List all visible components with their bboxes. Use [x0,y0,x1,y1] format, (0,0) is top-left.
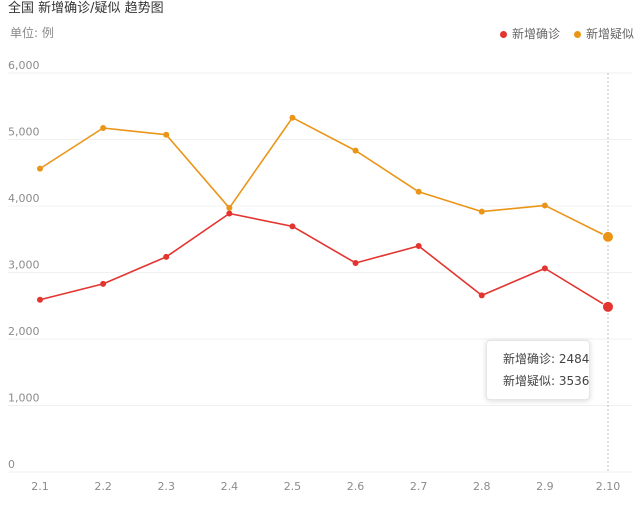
series-layer [37,114,614,313]
legend-label-confirmed: 新增确诊 [511,27,560,41]
data-point-1-2 [163,131,170,138]
legend-dot-confirmed [499,30,507,38]
grid-layer [8,72,632,473]
x-tick-label-7: 2.8 [473,480,491,493]
data-point-0-0 [37,296,43,303]
y-axis: 0 1,000 2,000 3,000 4,000 5,000 6,000 [8,59,40,471]
y-tick-label-5: 5,000 [8,126,40,139]
data-point-0-5 [352,259,359,266]
data-point-0-7 [478,292,485,299]
x-tick-label-8: 2.9 [536,480,554,493]
data-point-1-7 [478,208,485,215]
y-tick-label-6: 6,000 [8,59,40,72]
legend-item-suspected[interactable]: 新增疑似 [573,26,634,42]
x-axis: 2.1 2.2 2.3 2.4 2.5 2.6 2.7 2.8 2.9 2.10 [31,480,620,493]
x-tick-label-1: 2.2 [94,480,112,493]
chart-title: 全国 新增确诊/疑似 趋势图 [8,1,164,16]
data-point-1-1 [100,124,107,131]
data-point-0-6 [415,242,422,249]
x-tick-label-6: 2.7 [410,480,428,493]
tooltip-text-suspected: 新增疑似: 3536 [503,374,590,388]
y-tick-label-0: 0 [8,458,15,471]
data-point-1-5 [352,147,359,154]
data-point-1-3 [226,204,233,211]
tooltip: 新增确诊: 2484 新增疑似: 3536 [486,340,590,400]
y-tick-label-3: 3,000 [8,259,40,272]
y-tick-label-4: 4,000 [8,192,40,205]
unit-label: 单位: 例 [10,26,54,40]
data-point-0-4 [289,223,296,230]
data-point-1-4 [289,114,296,121]
series-line-0 [39,212,609,308]
y-tick-label-1: 1,000 [8,392,40,405]
y-tick-label-2: 2,000 [8,325,40,338]
x-tick-label-9: 2.10 [596,480,621,493]
data-point-1-6 [415,188,422,195]
data-point-1-8 [541,202,548,209]
x-tick-label-3: 2.4 [221,480,239,493]
data-point-0-3 [226,210,233,217]
legend-item-confirmed[interactable]: 新增确诊 [499,26,560,42]
x-tick-label-5: 2.6 [347,480,365,493]
x-tick-label-4: 2.5 [284,480,302,493]
tooltip-row-suspected: 新增疑似: 3536 [497,370,589,392]
data-point-0-9 [602,300,614,313]
data-point-0-1 [100,280,107,287]
data-point-0-8 [541,265,548,272]
tooltip-text-confirmed: 新增确诊: 2484 [503,352,590,366]
x-tick-label-2: 2.3 [157,480,175,493]
legend: 新增确诊 新增疑似 [499,26,634,42]
x-tick-label-0: 2.1 [31,480,49,493]
legend-dot-suspected [573,30,581,38]
data-point-0-2 [163,253,170,260]
data-point-1-9 [602,230,614,243]
series-line-1 [39,116,609,238]
legend-label-suspected: 新增疑似 [585,27,634,41]
data-point-1-0 [37,165,43,172]
tooltip-row-confirmed: 新增确诊: 2484 [497,348,589,370]
